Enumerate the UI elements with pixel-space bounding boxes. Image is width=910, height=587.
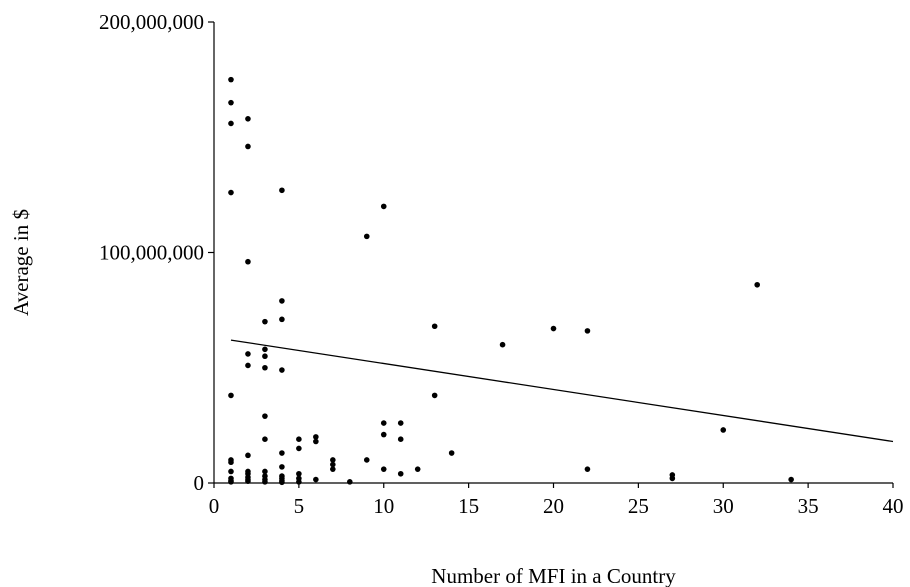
data-point (296, 436, 302, 443)
data-point (754, 281, 760, 288)
x-ticks: 0 5 10 15 20 25 30 35 40 (209, 483, 904, 518)
x-tick-label: 40 (883, 494, 904, 518)
data-point (499, 341, 506, 348)
x-axis-title: Number of MFI in a Country (431, 564, 676, 587)
data-point (262, 436, 268, 443)
data-point (262, 468, 268, 475)
data-point (228, 479, 234, 485)
data-point (262, 346, 268, 353)
data-point (330, 457, 336, 463)
data-point (584, 466, 591, 472)
data-point (550, 325, 557, 332)
trendline (230, 339, 894, 443)
x-tick-label: 25 (628, 494, 649, 518)
data-point (397, 470, 404, 477)
x-tick-label: 20 (543, 494, 564, 518)
data-point (262, 353, 268, 360)
x-tick-label: 35 (798, 494, 819, 518)
data-point (228, 392, 234, 399)
data-point (313, 476, 319, 483)
y-ticks: 0 100,000,000 200,000,000 (99, 10, 214, 495)
x-tick-label: 5 (294, 494, 305, 518)
data-point (431, 323, 438, 330)
data-point (245, 143, 251, 150)
data-point (296, 445, 302, 452)
data-point (397, 436, 404, 443)
data-point (245, 362, 251, 369)
data-point (279, 464, 285, 470)
data-point (397, 420, 404, 426)
data-point (330, 466, 336, 472)
data-point (279, 367, 285, 373)
data-point (262, 318, 268, 325)
data-point (380, 203, 387, 210)
data-point (279, 450, 285, 456)
data-point (448, 450, 455, 456)
data-point (720, 427, 727, 433)
x-tick-label: 30 (713, 494, 734, 518)
axes (213, 22, 893, 484)
data-point (363, 233, 370, 240)
data-point (347, 479, 353, 485)
data-point (431, 392, 438, 399)
data-point (228, 120, 234, 127)
y-tick-label: 200,000,000 (99, 10, 204, 34)
data-point (228, 76, 234, 83)
data-point (245, 452, 251, 459)
data-points (228, 76, 794, 486)
y-tick-label: 100,000,000 (99, 241, 204, 265)
trendline-group (230, 339, 894, 443)
data-point (414, 466, 421, 472)
data-point (788, 476, 794, 483)
data-point (330, 461, 336, 468)
x-tick-label: 15 (458, 494, 479, 518)
data-point (262, 364, 268, 371)
data-point (262, 479, 268, 485)
data-point (313, 434, 319, 440)
data-point (279, 298, 285, 304)
data-point (279, 479, 285, 486)
x-tick-label: 0 (209, 494, 220, 518)
data-point (228, 189, 234, 196)
data-point (380, 466, 387, 472)
data-point (228, 99, 234, 106)
data-point (262, 413, 268, 419)
data-point (279, 187, 285, 194)
data-point (296, 470, 302, 477)
data-point (363, 457, 370, 463)
data-point (228, 468, 234, 475)
data-point (279, 316, 285, 323)
y-tick-label: 0 (194, 471, 205, 495)
data-point (245, 478, 251, 484)
data-point (380, 420, 387, 426)
data-point (669, 475, 676, 482)
y-axis-title: Average in $ (9, 209, 33, 316)
data-point (584, 328, 591, 334)
data-point (313, 438, 319, 445)
data-point (228, 459, 234, 466)
data-point (245, 116, 251, 122)
x-tick-label: 10 (373, 494, 394, 518)
data-point (245, 351, 251, 357)
data-point (296, 479, 302, 485)
data-point (380, 431, 387, 438)
data-point (245, 258, 251, 265)
